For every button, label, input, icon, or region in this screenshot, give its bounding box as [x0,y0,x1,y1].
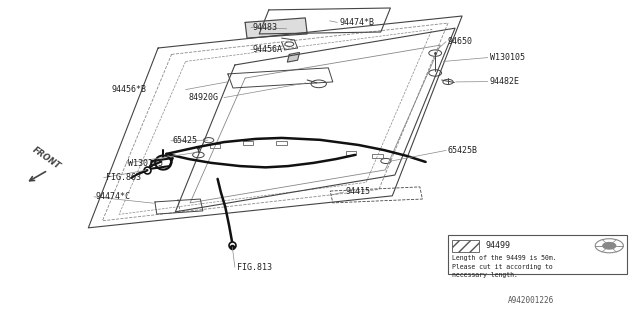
Text: 94456A: 94456A [253,45,283,54]
Text: FIG.813: FIG.813 [237,263,272,272]
Text: 65425: 65425 [173,136,198,145]
Text: FRONT: FRONT [31,145,62,171]
Text: 94482E: 94482E [490,77,520,86]
Text: W130105: W130105 [490,53,525,62]
Polygon shape [245,18,307,38]
Bar [452,240,479,252]
Bar [346,151,356,155]
Polygon shape [287,52,300,62]
Bar [276,141,287,145]
Bar [448,235,627,274]
Circle shape [603,243,616,249]
Text: 94483: 94483 [253,23,278,32]
Text: W130105: W130105 [128,159,163,168]
Text: 94456*B: 94456*B [112,85,147,94]
Bar [372,154,383,158]
Text: 94650: 94650 [448,37,473,46]
Text: FIG.863: FIG.863 [106,173,141,182]
Bar [210,144,220,148]
Text: 94474*B: 94474*B [339,18,374,27]
Text: 65425B: 65425B [448,146,478,155]
Text: A942001226: A942001226 [508,296,554,305]
Text: 94499: 94499 [485,241,510,250]
Text: Length of the 94499 is 50m.
Please cut it according to
necessary length.: Length of the 94499 is 50m. Please cut i… [452,255,557,278]
Text: 94415: 94415 [346,188,371,196]
Text: 84920G: 84920G [189,93,219,102]
Bar [243,141,253,145]
Text: 94474*C: 94474*C [96,192,131,201]
